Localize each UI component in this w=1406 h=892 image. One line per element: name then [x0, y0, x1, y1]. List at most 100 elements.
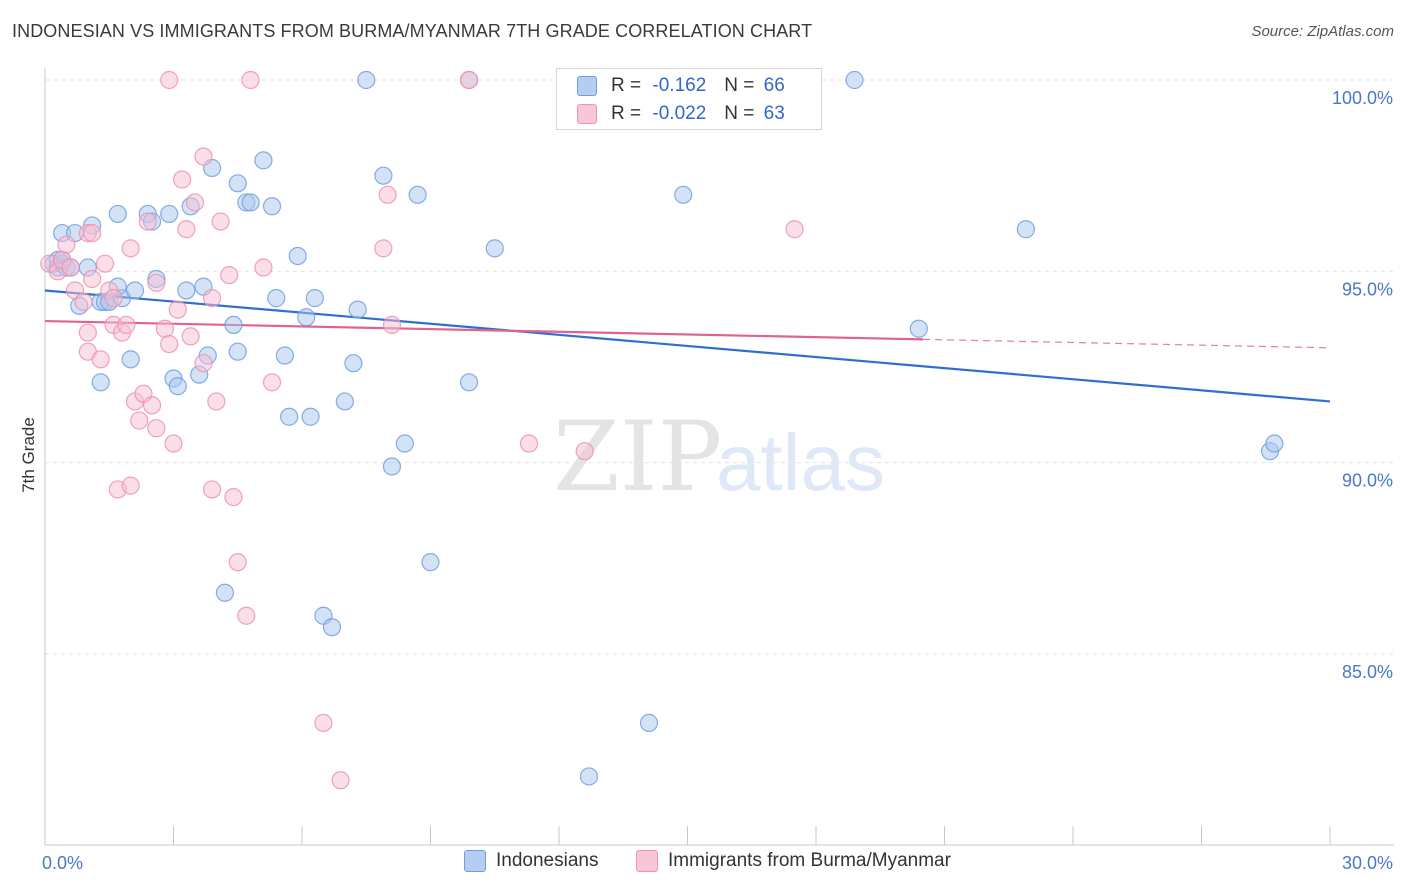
point-indonesians [125, 281, 145, 300]
point-indonesians [357, 70, 376, 90]
axes [44, 68, 1394, 846]
point-burma [237, 606, 256, 625]
point-indonesians [579, 767, 599, 786]
point-burma [147, 273, 166, 292]
point-indonesians [215, 583, 234, 602]
point-indonesians [408, 185, 427, 204]
legend-row-burma: R = -0.022 N = 63 [577, 103, 785, 125]
point-burma [254, 258, 273, 277]
trend-burma [44, 319, 924, 341]
point-burma [177, 220, 196, 239]
point-indonesians [280, 407, 299, 426]
point-burma [160, 70, 179, 90]
point-indonesians [374, 166, 393, 185]
point-indonesians [160, 204, 179, 224]
point-indonesians [382, 457, 402, 476]
point-burma [142, 396, 162, 415]
legend-n-label: N = [724, 75, 755, 96]
point-burma [241, 70, 260, 90]
chart-title: INDONESIAN VS IMMIGRANTS FROM BURMA/MYAN… [12, 21, 813, 41]
point-burma [130, 411, 149, 430]
legend-n-value: 66 [763, 75, 785, 96]
point-indonesians [275, 346, 294, 365]
point-indonesians [91, 373, 110, 392]
point-burma [374, 239, 393, 258]
point-burma [147, 419, 166, 438]
point-burma [378, 185, 397, 204]
point-burma [155, 319, 175, 338]
point-burma [194, 147, 213, 166]
point-burma [164, 434, 183, 453]
gridlines [45, 79, 1394, 655]
point-burma [211, 212, 230, 231]
point-indonesians [262, 197, 282, 216]
point-burma [519, 434, 539, 453]
point-burma [202, 480, 222, 499]
series-legend-burma[interactable]: Immigrants from Burma/Myanmar [636, 850, 951, 872]
source-label: Source: ZipAtlas.com [1251, 23, 1394, 40]
point-burma [224, 488, 243, 507]
point-indonesians [459, 373, 479, 392]
point-indonesians [322, 618, 342, 637]
point-burma [117, 315, 136, 335]
series-legend-indonesians[interactable]: Indonesians [464, 850, 598, 872]
legend-n-label: N = [724, 103, 755, 124]
point-indonesians [485, 239, 504, 258]
point-indonesians [224, 315, 243, 335]
point-burma [382, 315, 402, 335]
point-burma [220, 266, 239, 285]
point-indonesians [305, 289, 324, 308]
point-burma [61, 258, 80, 277]
series-legend-label: Indonesians [496, 850, 599, 871]
point-indonesians [335, 392, 354, 411]
y-tick-label: 100.0% [1332, 88, 1393, 108]
point-indonesians [121, 350, 140, 369]
watermark: ZIP atlas [553, 401, 885, 513]
trend-burma-dashed [923, 338, 1331, 349]
point-burma [185, 193, 205, 212]
y-axis-label: 7th Grade [19, 417, 38, 493]
point-burma [202, 289, 222, 308]
point-burma [194, 354, 213, 373]
legend-r-value: -0.162 [652, 75, 707, 96]
point-burma [121, 476, 140, 495]
data-points [40, 70, 1284, 790]
point-indonesians [228, 174, 247, 193]
legend-r-label: R = [611, 75, 642, 96]
point-indonesians [909, 319, 928, 338]
legend-swatch-pink [577, 104, 597, 124]
point-indonesians [344, 354, 363, 373]
y-tick-label: 90.0% [1342, 471, 1393, 491]
trend-indonesians [44, 289, 1331, 403]
point-burma [121, 239, 140, 258]
point-indonesians [297, 308, 316, 327]
legend-swatch-blue [577, 76, 597, 96]
point-indonesians [288, 246, 307, 266]
point-indonesians [395, 434, 414, 453]
point-burma [262, 373, 282, 392]
point-indonesians [241, 193, 260, 212]
series-legend: Indonesians Immigrants from Burma/Myanma… [0, 850, 1406, 880]
point-burma [83, 269, 102, 289]
watermark-atlas: atlas [716, 418, 885, 507]
series-swatch-blue [464, 850, 486, 872]
point-burma [459, 70, 479, 90]
point-burma [78, 323, 97, 342]
point-burma [104, 289, 123, 308]
point-indonesians [674, 185, 693, 204]
point-indonesians [1265, 434, 1284, 453]
point-burma [83, 223, 102, 243]
point-indonesians [177, 281, 196, 300]
series-legend-label: Immigrants from Burma/Myanmar [668, 850, 951, 871]
point-burma [331, 771, 350, 790]
point-indonesians [1016, 220, 1035, 239]
point-burma [575, 442, 594, 461]
legend-r-value: -0.022 [652, 103, 707, 124]
y-tick-labels: 100.0% 95.0% 90.0% 85.0% [1332, 88, 1393, 682]
point-burma [74, 292, 93, 312]
trend-lines [44, 289, 1331, 403]
point-indonesians [254, 151, 273, 170]
point-burma [172, 170, 192, 189]
point-burma [91, 350, 110, 369]
series-swatch-pink [636, 850, 658, 872]
